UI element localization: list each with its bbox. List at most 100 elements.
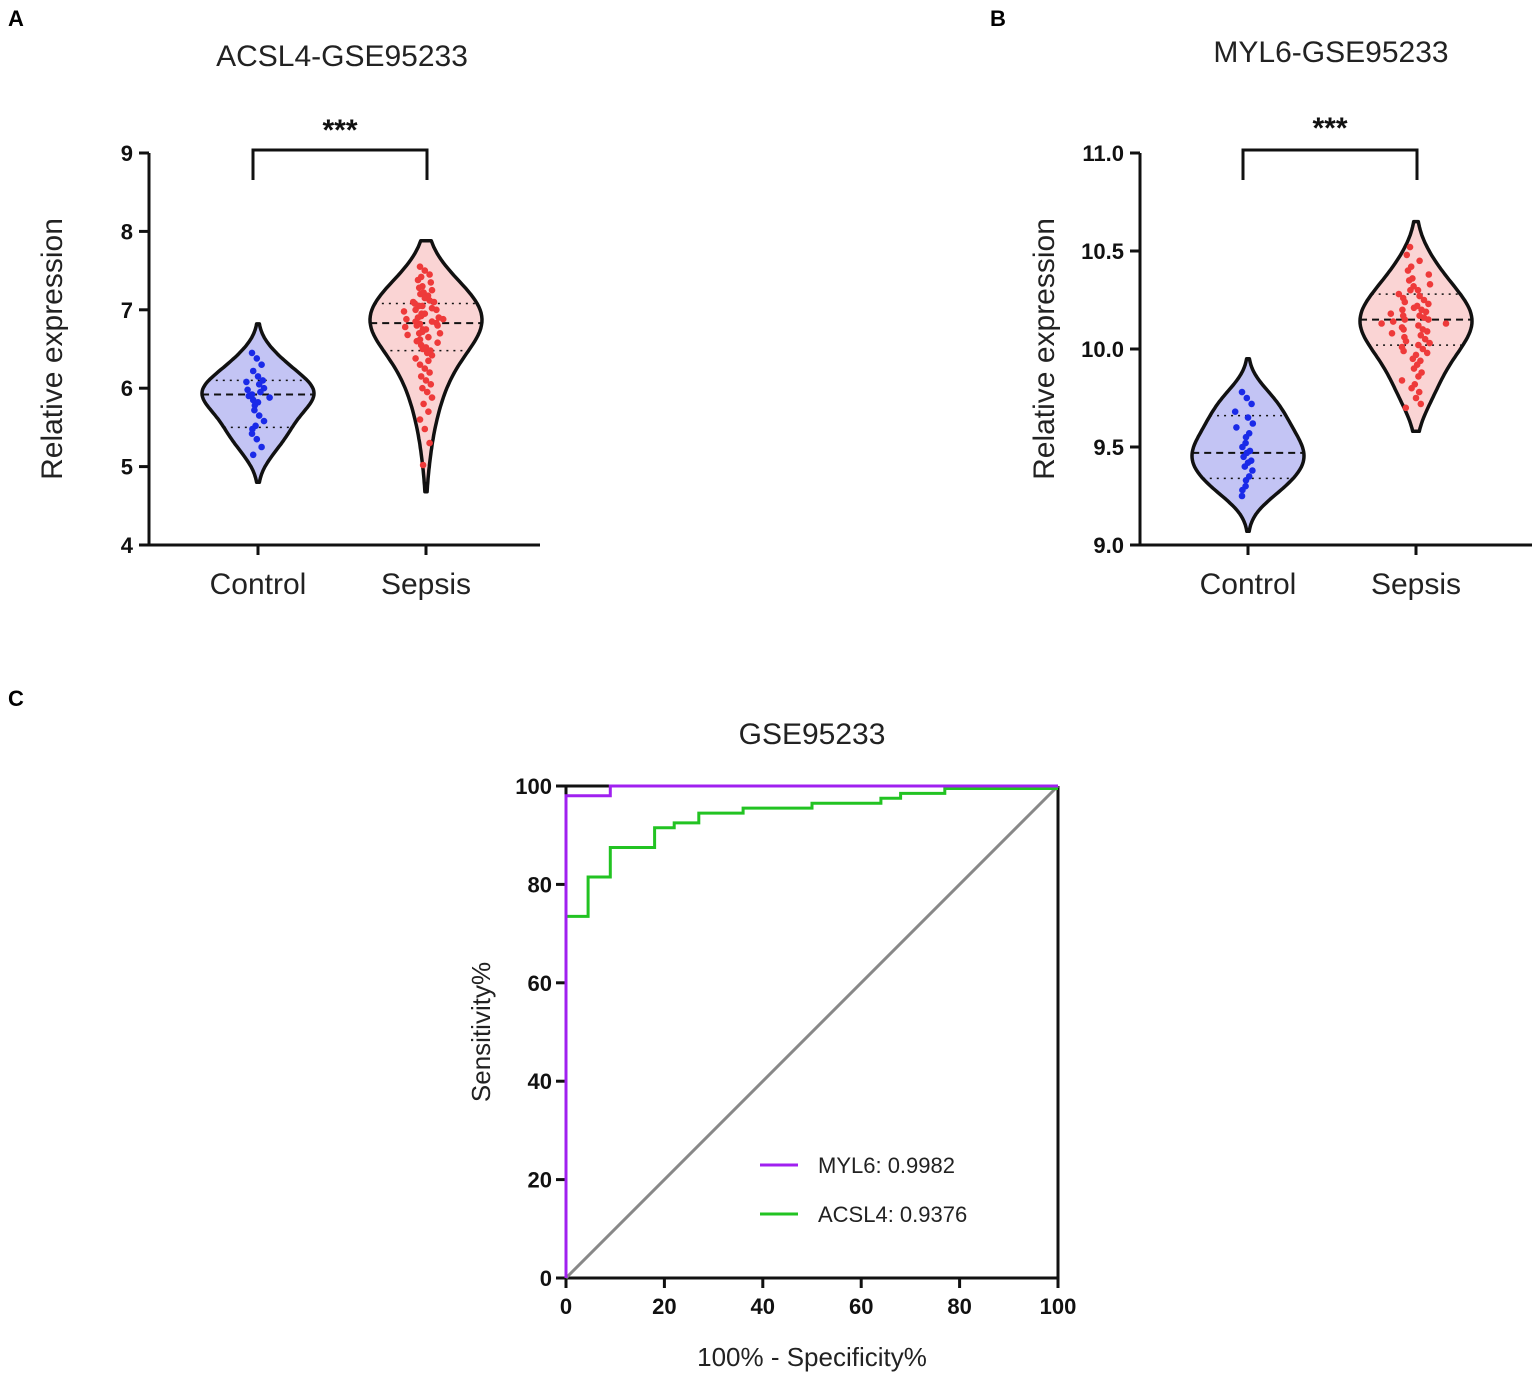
panel-a-letter: A [8,6,24,31]
panel-a-sepsis-point [403,315,410,323]
panel-c-x-tick-label: 0 [560,1294,572,1319]
panel-b-sepsis-point [1426,281,1434,288]
panel-a-control-point [253,435,261,443]
panel-a-sepsis-point [420,400,427,408]
panel-a-sepsis-point [427,381,435,388]
panel-a-y-tick-label: 5 [121,455,133,480]
panel-b-sepsis-point [1400,326,1407,333]
panel-a-sepsis-point [416,416,424,423]
panel-c-x-tick-label: 80 [947,1294,971,1319]
panel-a-sepsis-point [401,323,409,331]
panel-b-y-tick-label: 10.5 [1081,239,1124,264]
panel-c-x-tick-label: 40 [751,1294,775,1319]
panel-b-sepsis-point [1400,347,1407,355]
panel-a-control-point [258,443,265,451]
roc-line-acsl4 [564,787,1058,1278]
panel-c-x-tick-label: 100 [1040,1294,1077,1319]
panel-c: C GSE95233 Sensitivity% 100% - Specifici… [8,686,1076,1372]
panel-b-sepsis-point [1425,316,1432,323]
panel-c-y-tick-label: 100 [515,774,552,799]
panel-b-sepsis-point [1417,332,1425,339]
panel-b-sepsis-point [1415,388,1423,396]
panel-a-control-point [266,394,273,401]
panel-b-sepsis-point [1410,365,1418,372]
panel-a-sepsis-point [436,330,444,337]
panel-b-control-point [1242,433,1250,441]
panel-b-sepsis-point [1395,290,1403,298]
panel-b-sepsis-point [1416,292,1423,300]
panel-b-sepsis-point [1415,373,1422,380]
panel-a-title: ACSL4-GSE95233 [216,40,468,73]
panel-b-y-tick-label: 10.0 [1081,337,1124,362]
panel-a-y-tick-label: 6 [121,376,133,401]
panel-c-x-tick-label: 20 [652,1294,676,1319]
panel-a-sepsis-point [421,425,429,433]
panel-a-sepsis-point [413,337,421,345]
panel-a-control-point [244,386,251,394]
panel-b-control-point [1249,467,1256,474]
panel-a-significance-label: *** [322,114,357,147]
panel-a-sepsis-point [422,377,430,384]
panel-a-sepsis-point [404,331,411,339]
panel-a-control-point [251,406,258,414]
panel-a-control-point [248,430,256,438]
panel-b-sepsis-point [1425,271,1433,278]
panel-c-y-tick-label: 60 [528,971,552,996]
panel-a-plot: 4 5 6 7 8 9 [121,141,540,558]
panel-a-sepsis-point [439,315,447,323]
panel-a-sepsis-point [412,306,419,314]
panel-b-control-point [1248,400,1255,408]
panel-a-significance-bracket [251,148,429,180]
panel-c-y-tick-label: 40 [528,1069,552,1094]
panel-c-title: GSE95233 [739,718,886,751]
panel-a-sepsis-point [413,322,421,329]
panel-b-sepsis-point [1421,335,1429,343]
panel-a-sepsis-point [419,384,426,392]
panel-a-sepsis-point [416,361,424,369]
panel-b-control-point [1240,453,1247,461]
panel-a-y-tick-label: 7 [121,298,133,323]
panel-b-sepsis-point [1378,320,1385,327]
panel-b-control-point [1233,424,1240,431]
roc-line-reference [564,784,1060,1280]
panel-a-sepsis-point [428,286,436,294]
panel-a-sepsis-point [433,306,440,314]
panel-a-sepsis-point [425,408,432,416]
panel-b-sepsis-point [1406,243,1414,251]
panel-a-sepsis-point [417,373,425,380]
panel-a-sepsis-point [419,345,427,353]
panel-a-control-point [249,451,257,459]
panel-a-control-point [249,367,257,375]
panel-b-sepsis-point [1405,277,1413,284]
panel-b-control-point [1243,394,1251,402]
panel-b: B MYL6-GSE95233 Relative expression Cont… [990,6,1532,601]
panel-b-sepsis-point [1417,400,1425,408]
panel-b-control-point [1239,486,1246,494]
panel-a-control-point [251,402,259,409]
panel-a-control-point [245,392,253,400]
panel-b-sepsis-point [1401,316,1409,323]
panel-b-sepsis-point [1419,345,1427,353]
panel-b-sepsis-point [1402,337,1410,345]
panel-a-sepsis-point [426,439,433,447]
panel-b-control-point [1239,443,1246,451]
panel-b-y-tick-label: 9.5 [1093,435,1124,460]
legend-label-acsl4: ACSL4: 0.9376 [818,1202,967,1227]
panel-a: A ACSL4-GSE95233 Relative expression Con… [8,6,540,601]
panel-b-sepsis-point [1423,328,1431,335]
panel-a-sepsis-point [421,267,429,274]
panel-a-control-point [258,361,265,369]
panel-c-x-tick-label: 60 [849,1294,873,1319]
panel-a-control-point [260,417,268,425]
panel-b-control-point [1238,388,1246,396]
panel-b-category-control: Control [1200,568,1297,601]
panel-a-sepsis-point [434,322,441,329]
panel-a-control-point [243,378,250,386]
panel-a-sepsis-point [419,461,427,469]
panel-a-category-control: Control [210,568,307,601]
panel-a-sepsis-point [430,298,438,306]
panel-c-letter: C [8,686,24,711]
panel-a-sepsis-point [426,271,433,278]
panel-a-sepsis-point [427,279,435,286]
panel-a-control-point [248,349,256,357]
